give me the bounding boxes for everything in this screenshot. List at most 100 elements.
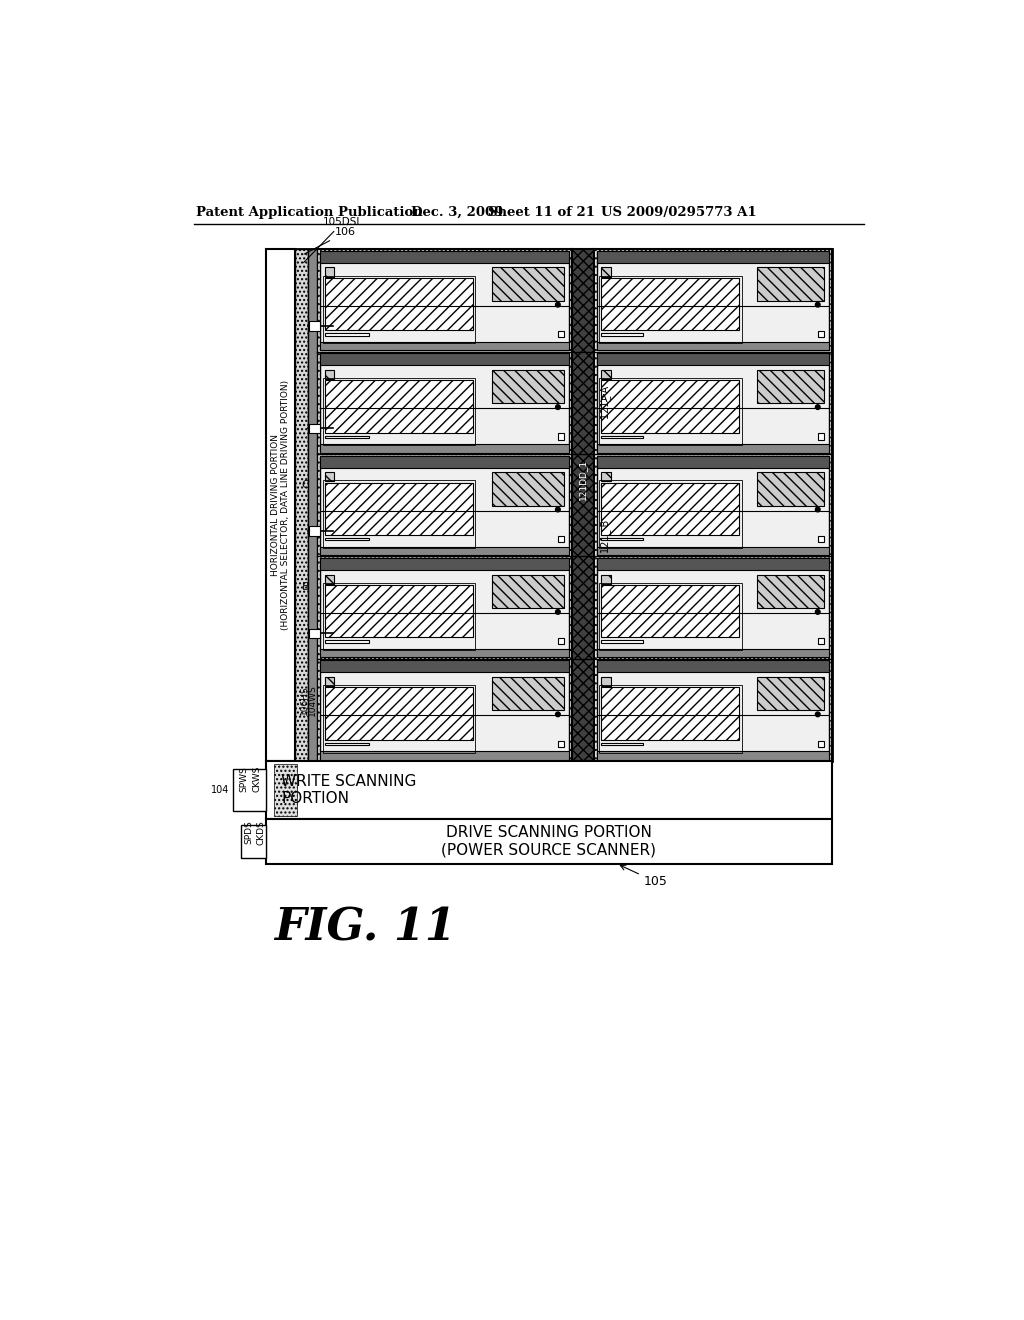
Text: HORIZONTAL DRIVING PORTION
(HORIZONTAL SELECTOR, DATA LINE DRIVING PORTION): HORIZONTAL DRIVING PORTION (HORIZONTAL S…: [271, 380, 291, 631]
Text: 121_ A: 121_ A: [600, 387, 610, 420]
Bar: [321, 558, 568, 657]
Bar: [597, 751, 828, 760]
Bar: [601, 333, 643, 335]
Bar: [597, 558, 828, 657]
Bar: [599, 582, 741, 651]
Bar: [325, 277, 473, 330]
Text: FIG. 11: FIG. 11: [273, 906, 456, 949]
Text: 121DD_1: 121DD_1: [579, 459, 587, 500]
Bar: [321, 660, 568, 760]
Bar: [321, 354, 568, 453]
Circle shape: [556, 610, 560, 614]
Bar: [757, 268, 824, 301]
Text: 121_ B: 121_ B: [600, 519, 610, 553]
Bar: [321, 445, 568, 453]
Bar: [493, 473, 564, 506]
Bar: [323, 685, 475, 752]
Bar: [597, 354, 828, 453]
Bar: [493, 268, 564, 301]
Text: Sheet 11 of 21: Sheet 11 of 21: [488, 206, 595, 219]
Text: 104: 104: [211, 785, 229, 795]
Bar: [323, 582, 475, 651]
Bar: [321, 660, 568, 672]
Circle shape: [556, 507, 560, 512]
Bar: [757, 574, 824, 609]
Bar: [321, 251, 568, 263]
Bar: [325, 333, 370, 335]
Text: CKDS: CKDS: [256, 820, 265, 845]
Bar: [818, 639, 824, 644]
Circle shape: [815, 711, 820, 717]
Bar: [241, 825, 266, 858]
Bar: [266, 249, 831, 762]
Text: 105: 105: [621, 865, 668, 888]
Circle shape: [815, 610, 820, 614]
Bar: [321, 251, 568, 350]
Bar: [597, 649, 828, 657]
Bar: [321, 558, 568, 570]
Bar: [597, 546, 828, 554]
Bar: [597, 251, 828, 350]
Bar: [601, 277, 739, 330]
Bar: [601, 743, 643, 746]
Text: US 2009/0295773 A1: US 2009/0295773 A1: [601, 206, 757, 219]
Bar: [325, 574, 334, 583]
Bar: [601, 640, 643, 643]
Bar: [325, 640, 370, 643]
Bar: [601, 380, 739, 433]
Circle shape: [815, 302, 820, 308]
Bar: [323, 378, 475, 445]
Bar: [321, 546, 568, 554]
Bar: [597, 455, 828, 554]
Bar: [321, 354, 568, 366]
Bar: [325, 743, 370, 746]
Bar: [601, 677, 610, 686]
Bar: [309, 628, 321, 638]
Text: C: C: [302, 479, 309, 490]
Bar: [818, 331, 824, 337]
Bar: [309, 527, 321, 536]
Bar: [818, 433, 824, 440]
Text: DRIVE SCANNING PORTION
(POWER SOURCE SCANNER): DRIVE SCANNING PORTION (POWER SOURCE SCA…: [441, 825, 656, 858]
Bar: [757, 473, 824, 506]
Text: 105DSL: 105DSL: [303, 216, 364, 263]
Bar: [601, 483, 739, 535]
Bar: [321, 751, 568, 760]
Bar: [309, 322, 321, 331]
Bar: [295, 249, 308, 762]
Bar: [599, 378, 741, 445]
Bar: [601, 436, 643, 438]
Text: 106: 106: [304, 227, 356, 255]
Bar: [323, 480, 475, 548]
Bar: [601, 585, 739, 638]
Text: CKWS: CKWS: [252, 766, 261, 792]
Bar: [325, 539, 370, 540]
Bar: [601, 574, 610, 583]
Bar: [597, 660, 828, 760]
Bar: [325, 688, 473, 739]
Bar: [266, 818, 831, 863]
Bar: [325, 677, 334, 686]
Bar: [325, 380, 473, 433]
Bar: [321, 455, 568, 467]
Bar: [558, 741, 564, 747]
Bar: [818, 536, 824, 543]
Bar: [597, 455, 828, 467]
Bar: [233, 770, 266, 812]
Bar: [325, 483, 473, 535]
Text: B: B: [302, 582, 309, 593]
Bar: [321, 342, 568, 350]
Bar: [594, 249, 831, 762]
Bar: [597, 445, 828, 453]
Text: SPWS: SPWS: [240, 766, 249, 792]
Bar: [266, 762, 831, 818]
Text: WRITE SCANNING
PORTION: WRITE SCANNING PORTION: [282, 774, 417, 807]
Bar: [493, 574, 564, 609]
Bar: [493, 677, 564, 710]
Bar: [599, 276, 741, 343]
Text: 104WS: 104WS: [308, 684, 317, 715]
Circle shape: [556, 302, 560, 308]
Bar: [317, 249, 571, 762]
Bar: [601, 688, 739, 739]
Bar: [757, 677, 824, 710]
